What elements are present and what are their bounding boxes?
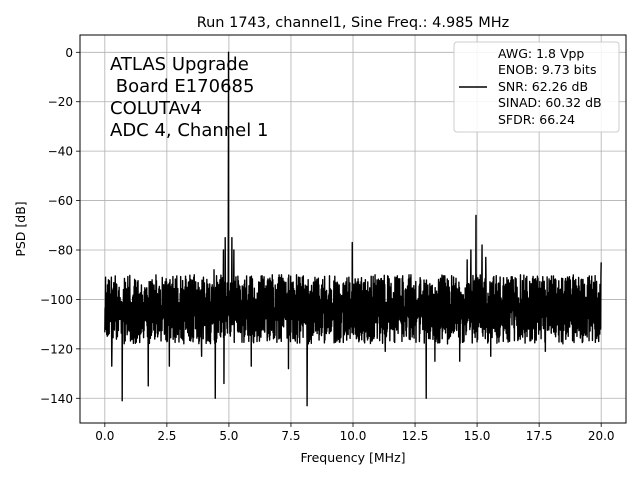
annotation-line: COLUTAv4 bbox=[110, 98, 202, 119]
annotation-line: ATLAS Upgrade bbox=[110, 54, 249, 75]
chart-title: Run 1743, channel1, Sine Freq.: 4.985 MH… bbox=[197, 15, 510, 31]
psd-series-line bbox=[104, 51, 602, 407]
x-tick-label: 10.0 bbox=[340, 429, 367, 443]
x-axis-label: Frequency [MHz] bbox=[300, 450, 405, 465]
y-tick-label: −140 bbox=[40, 392, 73, 406]
y-tick-label: −40 bbox=[48, 145, 73, 159]
y-tick-label: 0 bbox=[65, 46, 73, 60]
x-tick-label: 17.5 bbox=[526, 429, 553, 443]
annotation-text: ATLAS Upgrade Board E170685 COLUTAv4 ADC… bbox=[110, 54, 268, 141]
grid bbox=[80, 35, 626, 423]
legend-entry-line: AWG: 1.8 Vpp bbox=[498, 46, 584, 61]
axis-ticks: 0.0 2.5 5.0 7.5 10.0 12.5 15.0 17.5 20.0 0 −20 −40 −… bbox=[40, 46, 615, 443]
legend-entry-line: SNR: 62.26 dB bbox=[498, 79, 588, 94]
y-tick-label: −60 bbox=[48, 194, 73, 208]
annotation-line: ADC 4, Channel 1 bbox=[110, 120, 268, 141]
legend-entry-line: ENOB: 9.73 bits bbox=[498, 62, 596, 77]
series-layer bbox=[104, 51, 602, 407]
x-tick-label: 5.0 bbox=[219, 429, 238, 443]
y-tick-label: −120 bbox=[40, 342, 73, 356]
legend-entry-line: SFDR: 66.24 bbox=[498, 112, 575, 127]
y-tick-label: −20 bbox=[48, 95, 73, 109]
legend-box bbox=[453, 41, 620, 133]
legend-entry-line: SINAD: 60.32 dB bbox=[498, 95, 602, 110]
x-tick-label: 2.5 bbox=[157, 429, 176, 443]
legend: AWG: 1.8 Vpp ENOB: 9.73 bits SNR: 62.26 … bbox=[453, 41, 620, 133]
y-tick-label: −80 bbox=[48, 244, 73, 258]
x-tick-label: 7.5 bbox=[281, 429, 300, 443]
annotation-line: Board E170685 bbox=[110, 76, 254, 97]
x-tick-label: 0.0 bbox=[95, 429, 114, 443]
x-tick-label: 12.5 bbox=[402, 429, 429, 443]
x-tick-label: 20.0 bbox=[588, 429, 615, 443]
y-axis-label: PSD [dB] bbox=[13, 201, 28, 256]
y-tick-label: −100 bbox=[40, 293, 73, 307]
x-tick-label: 15.0 bbox=[464, 429, 491, 443]
